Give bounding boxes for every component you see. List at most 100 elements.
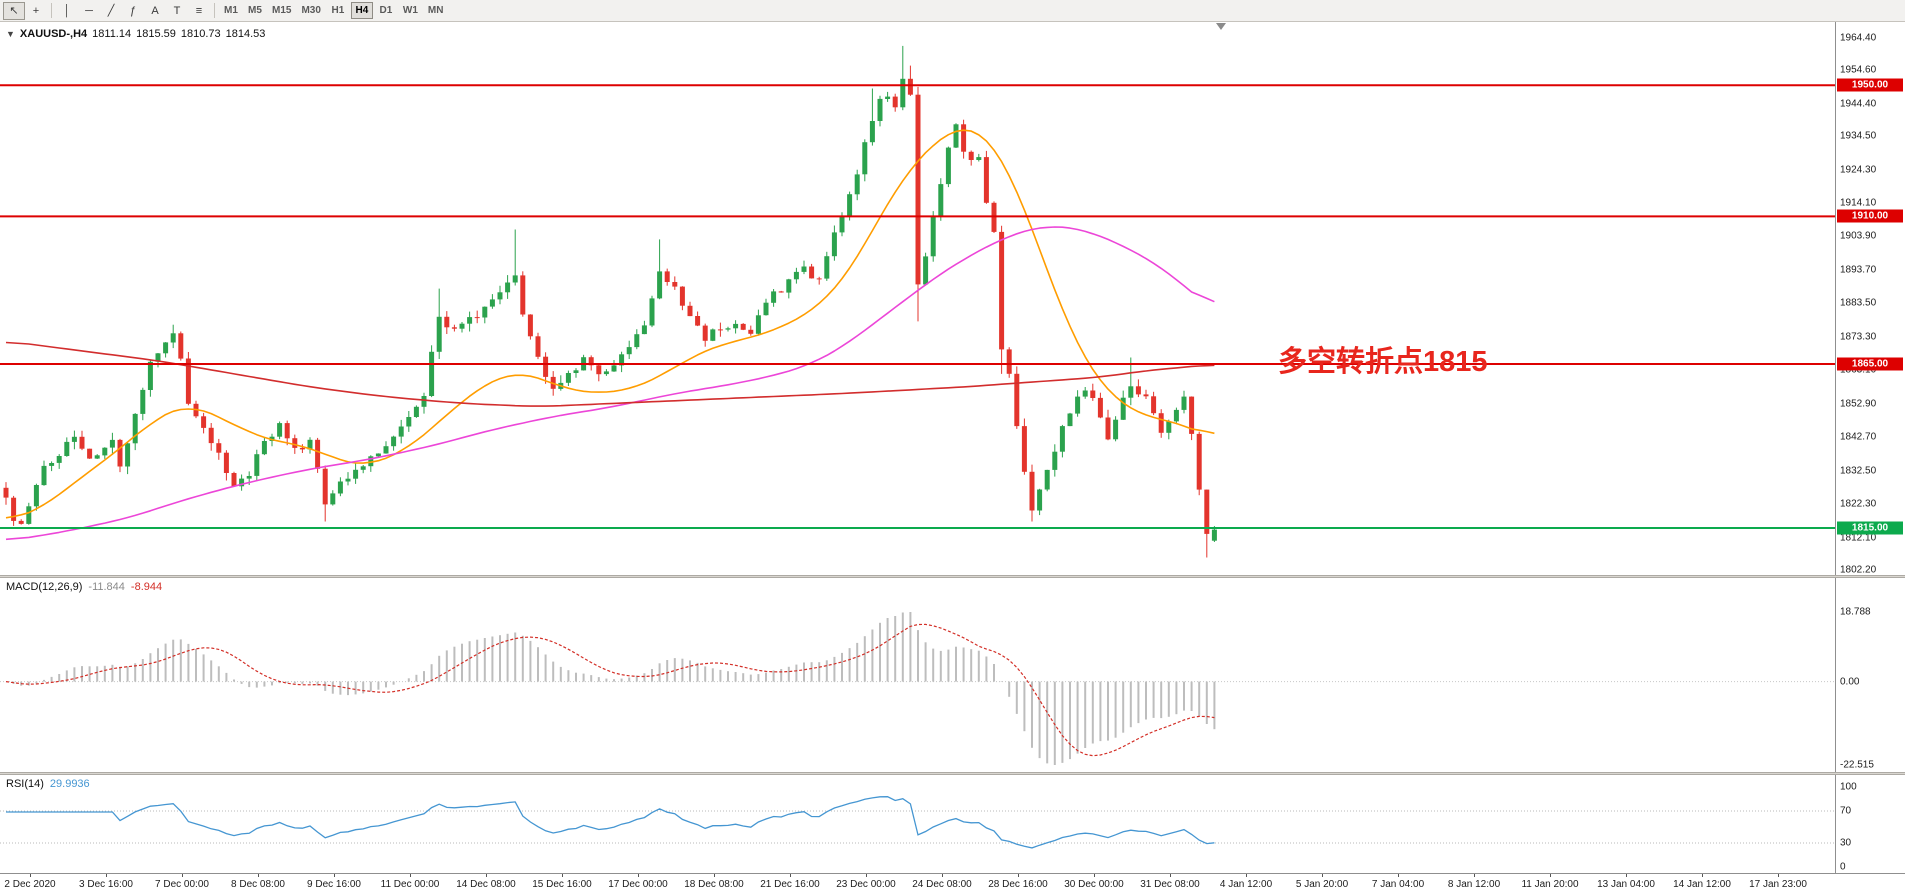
fibonacci-icon: ƒ [129,4,137,17]
time-axis-label: 28 Dec 16:00 [988,879,1048,890]
time-axis-tick [1322,874,1323,877]
timeframe-m1-button[interactable]: M1 [224,5,238,16]
price-line-badge: 1950.00 [1837,78,1903,92]
time-axis-tick [410,874,411,877]
time-axis-tick [562,874,563,877]
vertical-line-icon: │ [63,4,71,17]
time-axis-label: 18 Dec 08:00 [684,879,744,890]
time-axis[interactable]: 2 Dec 2020 3 Dec 16:00 7 Dec 00:00 8 Dec 08… [0,873,1905,893]
macd-label: MACD(12,26,9) -11.844 -8.944 [6,581,168,593]
time-axis-tick [790,874,791,877]
symbol-period-label: XAUUSD-,H4 [19,28,88,40]
time-axis-label: 5 Jan 20:00 [1295,879,1349,890]
time-axis-label: 14 Jan 12:00 [1673,879,1731,890]
time-axis-tick [942,874,943,877]
fibonacci-tool-button[interactable]: ƒ [122,2,144,20]
time-axis-tick [1550,874,1551,877]
macd-axis-label: 0.00 [1840,676,1860,688]
time-axis-label: 15 Dec 16:00 [532,879,592,890]
time-axis-label: 9 Dec 16:00 [307,879,361,890]
time-axis-label: 7 Jan 04:00 [1371,879,1425,890]
text-tool-button[interactable]: A [144,2,166,20]
price-line-badge: 1815.00 [1837,521,1903,535]
price-axis[interactable]: 1964.40 1954.60 1944.40 1934.50 1924.30 1914.… [1835,22,1905,576]
time-axis-label: 11 Jan 20:00 [1521,879,1579,890]
crosshair-tool-button[interactable]: + [25,2,47,20]
timeframe-m15-button[interactable]: M15 [272,5,292,16]
time-axis-tick [258,874,259,877]
timeframe-m5-button[interactable]: M5 [248,5,262,16]
rsi-chart-canvas[interactable] [0,775,1835,873]
trendline-tool-button[interactable]: ╱ [100,2,122,20]
time-axis-tick [1626,874,1627,877]
price-axis-label: 1832.50 [1840,465,1877,477]
objects-list-icon: ≡ [195,4,203,17]
price-axis-label: 1944.40 [1840,98,1877,110]
price-axis-label: 1964.40 [1840,32,1877,44]
price-line-badge: 1865.00 [1837,357,1903,371]
vertical-line-tool-button[interactable]: │ [56,2,78,20]
rsi-label: RSI(14) 29.9936 [6,778,96,790]
one-click-trading-arrow[interactable]: ▼ [6,29,15,39]
panel-separator[interactable] [0,772,1905,775]
text-label-tool-button[interactable]: T [166,2,188,20]
macd-axis-label: 18.788 [1840,606,1871,618]
ohlc-high: 1815.59 [136,28,176,40]
time-axis-label: 8 Jan 12:00 [1447,879,1501,890]
rsi-title: RSI(14) [6,778,44,790]
macd-axis[interactable]: 18.788 0.00 -22.515 [1835,578,1905,772]
time-axis-tick [334,874,335,877]
macd-value-signal: -8.944 [130,581,163,593]
timeframe-m30-button[interactable]: M30 [301,5,321,16]
price-axis-label: 1873.30 [1840,331,1877,343]
timeframe-w1-button[interactable]: W1 [402,5,418,16]
price-axis-label: 1812.10 [1840,532,1877,544]
timeframe-d1-button[interactable]: D1 [379,5,393,16]
time-axis-tick [30,874,31,877]
price-axis-label: 1852.90 [1840,398,1877,410]
time-axis-tick [1018,874,1019,877]
cursor-tool-button[interactable]: ↖ [3,1,25,20]
horizontal-line-tool-button[interactable]: ─ [78,2,100,20]
time-axis-tick [486,874,487,877]
timeframe-h4-button[interactable]: H4 [350,2,373,19]
price-axis-label: 1914.10 [1840,197,1877,209]
time-axis-tick [1702,874,1703,877]
time-axis-label: 7 Dec 00:00 [155,879,209,890]
macd-axis-label: -22.515 [1840,759,1874,771]
macd-title: MACD(12,26,9) [6,581,83,593]
time-axis-tick [1474,874,1475,877]
ohlc-low: 1810.73 [180,28,221,40]
rsi-axis[interactable]: 100 70 30 0 [1835,775,1905,873]
panel-separator[interactable] [0,575,1905,578]
timeframe-h1-button[interactable]: H1 [331,5,345,16]
rsi-panel: RSI(14) 29.9936 [0,775,1835,873]
time-axis-label: 31 Dec 08:00 [1140,879,1200,890]
timeframe-mn-button[interactable]: MN [427,5,444,16]
toolbar: ↖ + │ ─ ╱ ƒ A T ≡ M1 M5 M15 M30 H1 H4 D1 W1 MN [0,0,1905,22]
macd-chart-canvas[interactable] [0,578,1835,772]
objects-list-tool-button[interactable]: ≡ [188,2,210,20]
time-axis-label: 11 Dec 00:00 [380,879,440,890]
time-axis-tick [106,874,107,877]
toolbar-separator [214,3,215,18]
time-axis-tick [866,874,867,877]
rsi-axis-label: 0 [1840,861,1846,873]
time-axis-tick [638,874,639,877]
price-axis-label: 1802.20 [1840,564,1877,576]
time-axis-label: 24 Dec 08:00 [912,879,972,890]
ohlc-close: 1814.53 [225,28,266,40]
price-chart-canvas[interactable] [0,22,1835,575]
rsi-value: 29.9936 [49,778,90,790]
price-axis-label: 1883.50 [1840,297,1877,309]
time-axis-tick [1778,874,1779,877]
price-axis-label: 1924.30 [1840,164,1877,176]
horizontal-line-icon: ─ [85,4,93,17]
time-axis-tick [1170,874,1171,877]
macd-value-main: -11.844 [88,581,125,593]
price-line-badge: 1910.00 [1837,209,1903,223]
text-label-icon: T [173,4,181,17]
time-axis-tick [182,874,183,877]
rsi-axis-label: 70 [1840,805,1852,817]
